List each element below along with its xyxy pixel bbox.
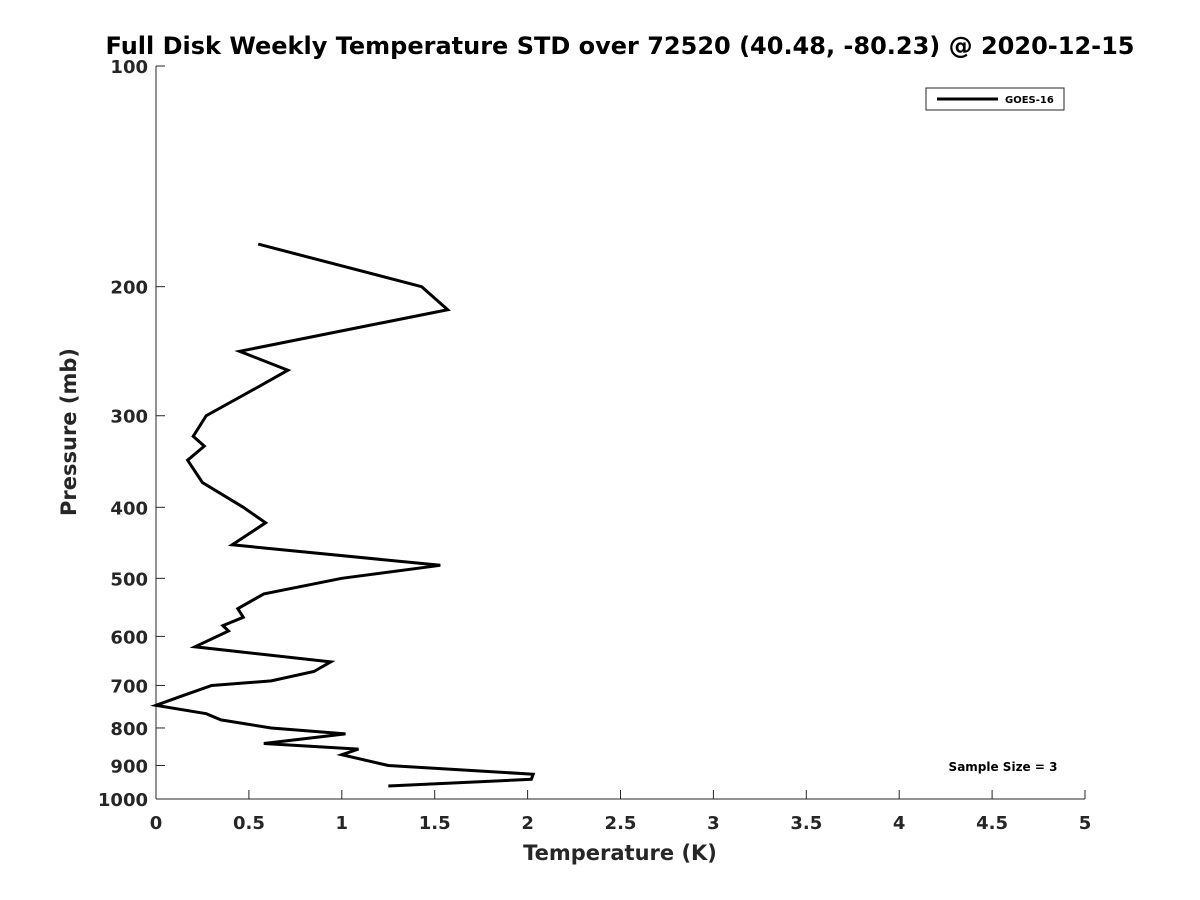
- x-tick-label: 4: [893, 813, 906, 834]
- series-line-goes-16: [150, 242, 536, 788]
- x-tick-label: 4.5: [976, 813, 1008, 834]
- x-axis-ticks: 0 0.5 1 1.5 2 2.5 3 3.5 4 4.5 5: [150, 790, 1092, 834]
- legend-label: GOES-16: [1005, 95, 1054, 106]
- x-tick-label: 1: [336, 813, 349, 834]
- x-tick-label: 2: [521, 813, 534, 834]
- sample-size-annotation: Sample Size = 3: [949, 760, 1058, 774]
- y-tick-label: 700: [110, 676, 148, 697]
- x-tick-label: 1.5: [419, 813, 451, 834]
- y-tick-label: 600: [110, 627, 148, 648]
- x-tick-label: 3.5: [790, 813, 822, 834]
- y-tick-label: 400: [110, 498, 148, 519]
- series-layer: [150, 242, 536, 788]
- y-axis-label: Pressure (mb): [57, 348, 81, 516]
- y-tick-label: 1000: [98, 790, 148, 811]
- x-tick-label: 2.5: [605, 813, 637, 834]
- y-tick-label: 300: [110, 407, 148, 428]
- legend: GOES-16: [925, 87, 1065, 111]
- y-tick-label: 500: [110, 569, 148, 590]
- y-tick-label: 200: [110, 278, 148, 299]
- y-tick-label: 800: [110, 719, 148, 740]
- y-tick-label: 900: [110, 756, 148, 777]
- x-tick-label: 3: [707, 813, 720, 834]
- x-tick-label: 5: [1079, 813, 1092, 834]
- y-axis-ticks: 100 200 300 400 500 600 700 800 900 1000: [98, 57, 165, 811]
- x-tick-label: 0.5: [233, 813, 265, 834]
- x-axis-label: Temperature (K): [523, 841, 717, 865]
- chart-title: Full Disk Weekly Temperature STD over 72…: [106, 32, 1135, 60]
- x-tick-label: 0: [150, 813, 163, 834]
- y-tick-label: 100: [110, 57, 148, 78]
